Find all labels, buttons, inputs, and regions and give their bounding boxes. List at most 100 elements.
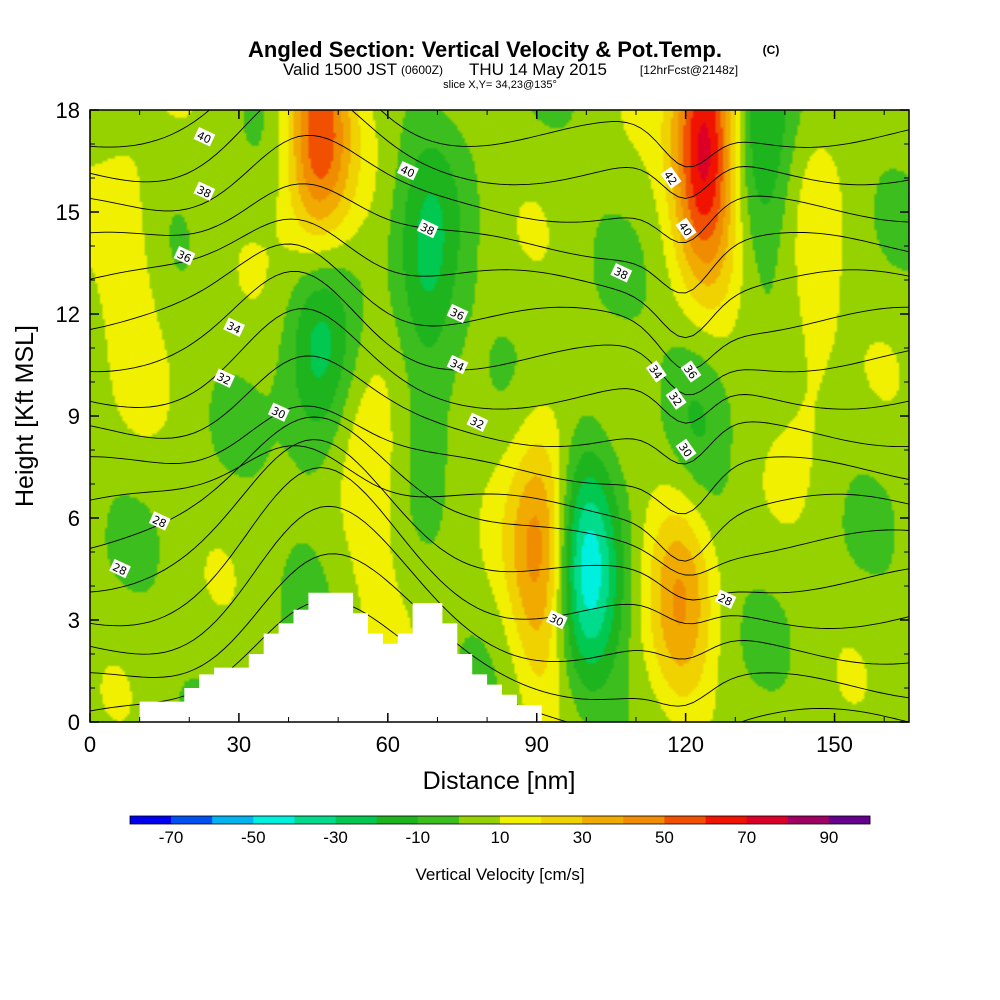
terrain-mask <box>139 592 542 722</box>
contour-label: 30 <box>267 402 290 422</box>
contour-label-text: 36 <box>175 248 193 266</box>
contour-label: 36 <box>446 303 469 324</box>
isentrope-30 <box>90 439 909 601</box>
contour-label: 40 <box>193 127 216 147</box>
isentrope-32 <box>90 445 909 562</box>
contour-label: 38 <box>193 181 216 201</box>
colorbar-tick-label: -50 <box>241 828 266 847</box>
isentrope-31 <box>90 416 909 576</box>
contour-label: 28 <box>148 511 171 531</box>
colorbar: -70 -50 -30 -10 10 30 50 70 90 <box>129 815 871 847</box>
x-tick-label: 150 <box>816 732 853 757</box>
isentrope-37 <box>90 243 909 371</box>
colorbar-swatch <box>212 816 254 824</box>
colorbar-swatch <box>376 816 419 824</box>
isentrope-42 <box>90 110 909 168</box>
contour-label-text: 30 <box>269 404 287 422</box>
colorbar-swatch <box>623 816 665 824</box>
colorbar-swatch <box>335 816 377 824</box>
colorbar-frame <box>129 815 871 825</box>
slice-info: slice X,Y= 34,23@135° <box>443 79 557 91</box>
colorbar-tick-label: -30 <box>323 828 348 847</box>
isentrope-35 <box>90 308 909 424</box>
chart-title: Angled Section: Vertical Velocity & Pot.… <box>248 37 722 62</box>
colorbar-swatch <box>417 816 460 824</box>
contour-label-text: 38 <box>195 183 213 201</box>
colorbar-tick-label: -10 <box>406 828 431 847</box>
contour-label-text: 28 <box>150 513 168 531</box>
x-tick-label: 30 <box>227 732 251 757</box>
contour-label-text: 32 <box>215 370 233 388</box>
forecast-info: [12hrFcst@2148z] <box>640 63 738 77</box>
y-tick-label: 9 <box>68 404 80 429</box>
contour-label-text: 36 <box>448 306 466 324</box>
isentrope-39 <box>90 183 909 294</box>
x-tick-label: 90 <box>524 732 548 757</box>
isentrope-41 <box>90 110 909 199</box>
isentrope-27 <box>90 553 909 707</box>
contour-label-text: 34 <box>448 357 466 375</box>
contour-label-text: 40 <box>398 163 416 181</box>
contour-label: 32 <box>466 412 489 432</box>
contour-label-text: 34 <box>225 319 243 337</box>
isentrope-34 <box>90 355 909 465</box>
isentrope-38 <box>90 218 909 339</box>
contour-label: 36 <box>173 246 196 266</box>
contour-label: 28 <box>714 589 737 609</box>
y-tick-label: 3 <box>68 608 80 633</box>
contour-label: 28 <box>109 558 131 579</box>
isentrope-36 <box>90 270 909 396</box>
colorbar-swatch <box>746 816 789 824</box>
contour-label: 38 <box>610 263 633 283</box>
x-axis-label: Distance [nm] <box>423 767 576 795</box>
contour-label: 38 <box>416 218 439 239</box>
contour-label: 34 <box>223 317 246 337</box>
colorbar-swatch <box>664 816 706 824</box>
y-axis-label: Height [Kft MSL] <box>11 325 39 507</box>
valid-prefix: Valid 1500 JST <box>283 60 397 79</box>
contour-label: 30 <box>545 609 568 630</box>
colorbar-swatch <box>541 816 583 824</box>
colorbar-swatch <box>458 816 501 824</box>
colorbar-swatch <box>787 816 830 824</box>
y-tick-label: 15 <box>56 200 80 225</box>
valid-date: THU 14 May 2015 <box>469 60 607 79</box>
title-unit-mark: (C) <box>763 43 780 57</box>
colorbar-tick-label: 30 <box>573 828 592 847</box>
colorbar-tick-label: 90 <box>819 828 838 847</box>
colorbar-tick-label: 50 <box>655 828 674 847</box>
isentrope-33 <box>90 405 909 515</box>
colorbar-label: Vertical Velocity [cm/s] <box>415 865 584 884</box>
colorbar-swatch <box>253 816 295 824</box>
contour-label-text: 28 <box>716 591 734 609</box>
colorbar-swatch <box>130 816 172 824</box>
colorbar-tick-label: 10 <box>491 828 510 847</box>
colorbar-swatch <box>705 816 747 824</box>
x-tick-label: 0 <box>84 732 96 757</box>
contour-label-text: 30 <box>547 612 565 630</box>
x-tick-label: 120 <box>667 732 704 757</box>
y-tick-label: 6 <box>68 506 80 531</box>
colorbar-swatch <box>171 816 213 824</box>
contour-label: 34 <box>446 354 469 375</box>
isentrope-29 <box>90 467 909 629</box>
contour-label-text: 38 <box>418 221 436 239</box>
colorbar-swatch <box>582 816 624 824</box>
contour-label-text: 40 <box>195 129 213 147</box>
colorbar-swatch <box>828 816 871 824</box>
y-tick-label: 12 <box>56 302 80 327</box>
contour-label-text: 28 <box>110 561 128 579</box>
contour-label: 32 <box>213 368 236 388</box>
x-tick-label: 60 <box>376 732 400 757</box>
y-tick-label: 18 <box>56 98 80 123</box>
colorbar-swatch <box>294 816 336 824</box>
colorbar-swatch <box>500 816 542 824</box>
colorbar-tick-label: -70 <box>159 828 184 847</box>
colorbar-tick-label: 70 <box>737 828 756 847</box>
contour-label-text: 32 <box>468 414 486 432</box>
isentrope-40 <box>90 134 909 243</box>
isentrope-28 <box>90 505 909 665</box>
pot-temp-contours <box>90 110 909 722</box>
